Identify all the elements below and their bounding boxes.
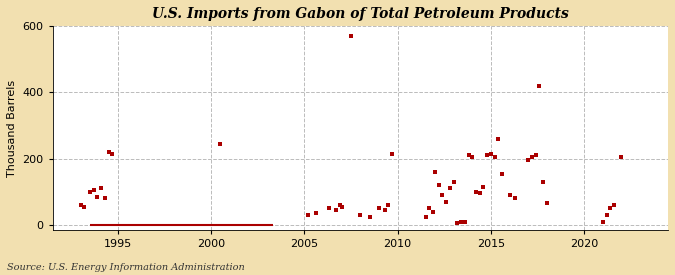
- Point: [421, 214, 431, 219]
- Point: [107, 152, 117, 156]
- Text: Source: U.S. Energy Information Administration: Source: U.S. Energy Information Administ…: [7, 263, 244, 272]
- Point: [460, 220, 470, 224]
- Point: [504, 193, 515, 197]
- Point: [534, 84, 545, 88]
- Point: [448, 180, 459, 184]
- Point: [489, 155, 500, 159]
- Point: [379, 208, 390, 212]
- Point: [429, 170, 440, 174]
- Point: [331, 208, 342, 212]
- Point: [75, 203, 86, 207]
- Point: [538, 180, 549, 184]
- Point: [482, 153, 493, 158]
- Point: [428, 209, 439, 214]
- Point: [441, 199, 452, 204]
- Point: [99, 196, 110, 200]
- Point: [467, 155, 478, 159]
- Point: [215, 142, 226, 146]
- Point: [84, 189, 95, 194]
- Point: [364, 214, 375, 219]
- Point: [303, 213, 314, 217]
- Point: [485, 152, 496, 156]
- Point: [452, 221, 463, 225]
- Point: [310, 211, 321, 215]
- Point: [373, 206, 384, 210]
- Point: [510, 196, 520, 200]
- Point: [334, 203, 345, 207]
- Point: [92, 194, 103, 199]
- Point: [96, 186, 107, 191]
- Point: [478, 185, 489, 189]
- Point: [605, 206, 616, 210]
- Point: [470, 189, 481, 194]
- Point: [531, 153, 541, 158]
- Point: [383, 203, 394, 207]
- Point: [424, 206, 435, 210]
- Point: [497, 171, 508, 176]
- Point: [475, 191, 485, 196]
- Point: [616, 155, 627, 159]
- Point: [387, 152, 398, 156]
- Point: [88, 188, 99, 192]
- Point: [463, 153, 474, 158]
- Point: [597, 219, 608, 224]
- Y-axis label: Thousand Barrels: Thousand Barrels: [7, 79, 17, 177]
- Title: U.S. Imports from Gabon of Total Petroleum Products: U.S. Imports from Gabon of Total Petrole…: [152, 7, 569, 21]
- Point: [541, 201, 552, 205]
- Point: [323, 206, 334, 210]
- Point: [601, 213, 612, 217]
- Point: [433, 183, 444, 187]
- Point: [437, 193, 448, 197]
- Point: [493, 137, 504, 141]
- Point: [456, 219, 466, 224]
- Point: [103, 150, 114, 154]
- Point: [609, 203, 620, 207]
- Point: [336, 204, 347, 209]
- Point: [346, 34, 356, 39]
- Point: [355, 213, 366, 217]
- Point: [444, 186, 455, 191]
- Point: [79, 204, 90, 209]
- Point: [526, 155, 537, 159]
- Point: [523, 158, 534, 163]
